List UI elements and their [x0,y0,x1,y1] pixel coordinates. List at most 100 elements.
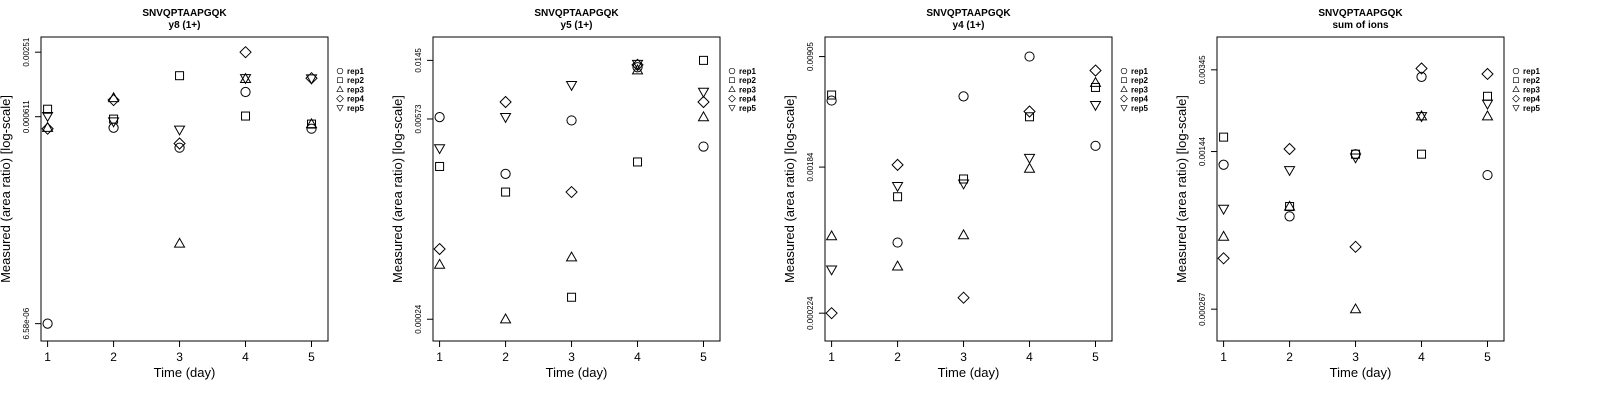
legend-marker-rep2 [337,77,343,83]
legend-label-rep3: rep3 [347,85,364,94]
x-tick-label: 5 [1484,350,1491,364]
data-point-rep4 [433,242,446,256]
data-point-rep2 [827,90,837,100]
legend-marker-wrap [1512,105,1520,112]
data-point-rep1 [1482,169,1493,181]
chart-subtitle: y4 (1+) [953,20,985,31]
y-tick-label: 0.00905 [806,42,815,71]
legend-marker-rep5 [1512,105,1520,112]
x-tick-label: 5 [308,350,315,364]
data-point-rep1 [698,141,709,152]
legend-label-rep1: rep1 [1523,67,1540,76]
data-point-rep5 [697,87,710,99]
data-point-rep2 [501,187,511,197]
legend-marker-wrap [1120,105,1128,112]
legend-marker-wrap [336,67,344,75]
data-point-rep5 [631,59,644,71]
legend-marker-wrap [728,105,736,112]
data-point-rep5 [499,113,512,124]
data-point-rep5 [41,111,54,123]
data-point-rep3 [1415,110,1428,121]
data-point-rep3 [41,121,54,132]
data-point-rep4 [173,137,186,150]
x-tick-label: 4 [634,350,641,364]
data-point-rep3 [1089,76,1102,87]
y-tick-label: 0.00345 [1198,55,1207,84]
data-point-rep3 [1023,162,1036,173]
y-tick-label: 6.58e-06 [22,307,31,339]
legend-marker-wrap [336,94,344,103]
x-tick-label: 2 [894,350,901,364]
legend-marker-rep5 [336,105,344,112]
x-tick-label: 5 [1092,350,1099,364]
x-tick-label: 4 [242,350,249,364]
x-axis-label: Time (day) [938,365,1000,380]
x-tick-label: 2 [502,350,509,364]
data-point-rep1 [42,318,53,329]
y-tick-label: 0.00251 [22,37,31,66]
x-tick-label: 2 [110,350,117,364]
data-point-rep2 [699,55,709,65]
data-point-rep1 [434,112,445,123]
data-point-rep5 [1415,112,1428,123]
legend-marker-rep3 [728,85,736,92]
data-point-rep3 [565,251,578,262]
legend-label-rep2: rep2 [1131,76,1148,85]
y-axis-label: Measured (area ratio) [log-scale] [390,95,405,283]
data-point-rep5 [825,265,838,276]
legend-marker-rep3 [1512,85,1520,92]
legend-marker-wrap [1121,77,1127,83]
data-point-rep5 [565,81,578,92]
y-tick-label: 0.00573 [414,104,423,133]
legend-marker-wrap [728,85,736,92]
data-point-rep3 [631,64,644,75]
data-point-rep5 [957,179,970,190]
data-point-rep4 [305,71,318,85]
legend-marker-wrap [336,85,344,92]
chart-subtitle: y8 (1+) [169,20,201,31]
legend-label-rep3: rep3 [739,85,756,94]
legend-label-rep4: rep4 [739,95,756,104]
data-point-rep4 [697,95,710,109]
y-tick-label: 0.0145 [414,48,423,73]
data-point-rep1 [632,62,643,73]
data-point-rep2 [43,104,53,114]
data-point-rep1 [500,168,511,180]
x-tick-label: 1 [828,350,835,364]
x-tick-label: 3 [960,350,967,364]
legend-marker-wrap [1120,67,1128,75]
plot-frame [432,36,721,342]
data-point-rep1 [892,237,903,248]
data-point-rep1 [174,142,185,153]
x-tick-label: 5 [700,350,707,364]
data-point-rep4 [565,185,578,199]
legend-label-rep5: rep5 [347,104,364,113]
data-point-rep2 [175,71,185,81]
legend-marker-rep3 [336,85,344,92]
data-point-rep3 [433,258,446,269]
data-point-rep3 [1217,230,1230,241]
data-point-rep3 [891,260,904,271]
legend-marker-rep4 [1512,94,1520,103]
data-point-rep4 [41,122,54,135]
legend-marker-wrap [337,77,343,83]
legend-marker-rep4 [728,94,736,103]
data-point-rep3 [1481,110,1494,121]
data-point-rep1 [826,95,837,106]
data-point-rep5 [1283,166,1296,177]
chart-subtitle: sum of ions [1332,20,1389,31]
legend-marker-rep4 [1120,94,1128,103]
data-point-rep4 [1089,64,1102,77]
data-point-rep3 [825,229,838,241]
data-point-rep2 [1025,112,1035,122]
chart-title: SNVQPTAAPGQK [926,8,1011,19]
data-point-rep5 [173,125,186,136]
legend-marker-wrap [1120,94,1128,103]
legend-marker-rep2 [1513,77,1519,83]
legend-label-rep2: rep2 [739,76,756,85]
data-point-rep4 [1349,240,1362,254]
x-tick-label: 4 [1026,350,1033,364]
legend-label-rep5: rep5 [739,104,756,113]
